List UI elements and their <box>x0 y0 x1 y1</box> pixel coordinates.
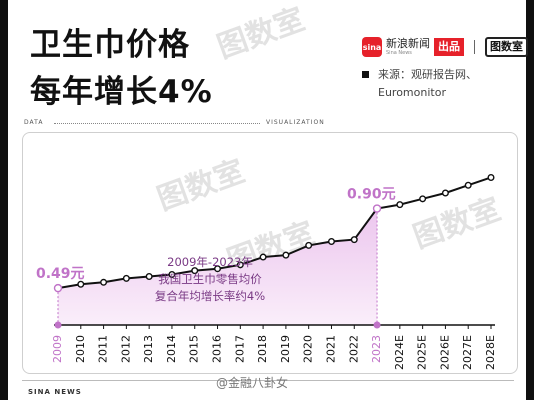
annotation-line: 复合年均增长率约4% <box>155 289 265 303</box>
data-point <box>236 261 244 269</box>
brand-texts: 新浪新闻 Sina News <box>386 36 430 57</box>
weibo-watermark: @金融八卦女 <box>216 376 289 390</box>
page-title-line2: 每年增长4% <box>30 74 213 110</box>
page-title-line1: 卫生巾价格 <box>30 27 190 63</box>
data-point <box>168 271 176 279</box>
x-tick-label: 2020 <box>302 335 315 363</box>
x-tick-label: 2021 <box>324 335 337 363</box>
x-tick-label: 2009 <box>51 335 64 363</box>
data-point <box>77 280 85 288</box>
x-tick-label: 2018 <box>256 335 269 363</box>
x-tick-label: 2014 <box>165 335 178 363</box>
x-tick-label: 2015 <box>188 335 201 363</box>
watermark-text: 图数室 <box>213 2 310 66</box>
x-tick-label: 2024E <box>393 335 406 370</box>
right-frame-bar <box>526 0 534 400</box>
axis-marker <box>54 321 62 329</box>
chart-card <box>22 132 518 374</box>
brand-bar: sina 新浪新闻 Sina News 出品 图数室 <box>362 36 528 58</box>
watermark-group: 图数室 图数室 图数室 图数室 <box>153 2 506 280</box>
data-point <box>282 251 290 259</box>
x-tick-label: 2013 <box>142 335 155 363</box>
data-point <box>350 236 358 244</box>
source-line2: Euromonitor <box>378 86 446 99</box>
data-point <box>145 272 153 280</box>
data-point <box>327 238 335 246</box>
annotation-line: 我国卫生巾零售均价 <box>158 272 262 286</box>
brand-divider <box>474 40 475 54</box>
data-point <box>214 265 222 273</box>
brand-name: 新浪新闻 <box>386 36 430 50</box>
data-point <box>305 241 313 249</box>
data-point <box>396 201 404 209</box>
x-tick-label: 2023 <box>370 335 383 363</box>
x-tick-label: 2028E <box>484 335 497 370</box>
x-tick-label: 2012 <box>119 335 132 363</box>
partner-logo: 图数室 <box>485 37 528 57</box>
x-tick-label: 2022 <box>347 335 360 363</box>
source-text: 来源：观研报告网、 Euromonitor <box>378 66 477 102</box>
end-value-label: 0.90元 <box>347 187 396 203</box>
data-point <box>53 283 63 293</box>
x-tick-label: 2019 <box>279 335 292 363</box>
data-point <box>419 195 427 203</box>
data-point <box>259 253 267 261</box>
data-point <box>487 173 495 181</box>
x-tick-label: 2025E <box>416 335 429 370</box>
data-point <box>191 267 199 275</box>
start-value-label: 0.49元 <box>36 266 85 282</box>
sina-logo-icon: sina <box>362 37 382 57</box>
data-point <box>100 278 108 286</box>
axis-marker <box>373 321 381 329</box>
data-point <box>464 181 472 189</box>
footer-divider <box>22 380 514 381</box>
brand-subtitle: Sina News <box>386 49 412 56</box>
data-point <box>122 274 130 282</box>
x-tick-label: 2016 <box>211 335 224 363</box>
x-tick-label: 2017 <box>233 335 246 363</box>
x-tick-label: 2011 <box>97 335 110 363</box>
series-line <box>57 176 492 290</box>
source-line1: 来源：观研报告网、 <box>378 68 477 81</box>
data-point <box>372 204 382 213</box>
x-tick-label: 2026E <box>438 335 451 370</box>
watermark-text: 图数室 <box>153 154 250 218</box>
data-point <box>441 189 449 197</box>
header-data-label: DATA <box>24 119 44 126</box>
header-visualization-label: VISUALIZATION <box>266 119 325 126</box>
x-tick-label: 2010 <box>74 335 87 363</box>
left-frame-bar <box>0 0 8 400</box>
source-bullet-icon <box>362 71 369 78</box>
highlight-area <box>58 208 378 325</box>
footer-brand: SINA NEWS <box>28 388 82 396</box>
brand-badge: 出品 <box>434 38 464 56</box>
x-tick-label: 2027E <box>461 335 474 370</box>
annotation-line: 2009年-2023年 <box>167 255 253 269</box>
header-dotted-line <box>54 123 260 124</box>
